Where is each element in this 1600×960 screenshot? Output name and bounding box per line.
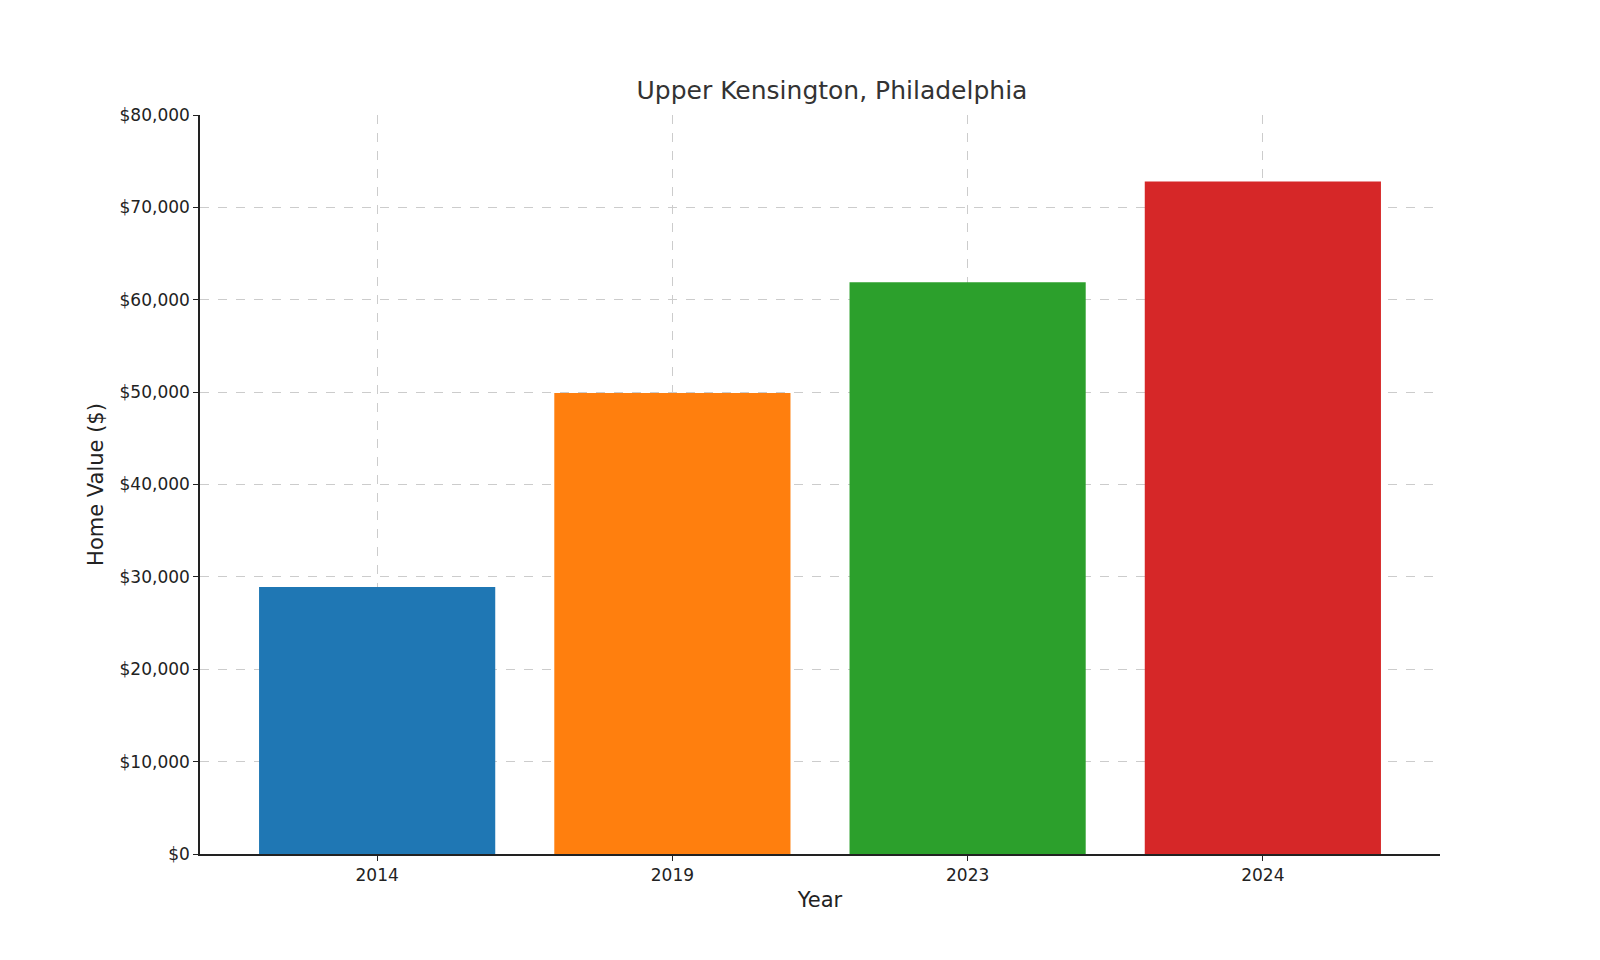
svg-text:$40,000: $40,000 [120, 474, 190, 494]
svg-text:$20,000: $20,000 [120, 659, 190, 679]
svg-text:Home Value ($): Home Value ($) [84, 403, 108, 566]
svg-text:Year: Year [797, 888, 843, 912]
svg-text:$10,000: $10,000 [120, 752, 190, 772]
svg-text:$60,000: $60,000 [120, 290, 190, 310]
svg-text:Upper Kensington, Philadelphia: Upper Kensington, Philadelphia [637, 76, 1028, 105]
svg-text:2014: 2014 [356, 865, 399, 885]
svg-text:$30,000: $30,000 [120, 567, 190, 587]
svg-text:$50,000: $50,000 [120, 382, 190, 402]
svg-text:2024: 2024 [1241, 865, 1284, 885]
svg-text:$70,000: $70,000 [120, 197, 190, 217]
svg-text:2023: 2023 [946, 865, 989, 885]
svg-text:$0: $0 [168, 844, 190, 864]
svg-text:$80,000: $80,000 [120, 105, 190, 125]
svg-text:2019: 2019 [651, 865, 694, 885]
